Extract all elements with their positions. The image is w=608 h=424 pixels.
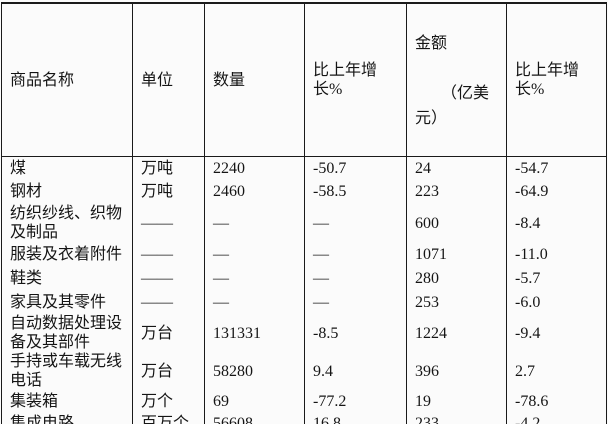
table-row: 服装及衣着附件 —— — — 1071 -11.0	[1, 243, 607, 266]
cell-growth-amount: -9.4	[515, 324, 541, 342]
cell-growth-quantity: -50.7	[304, 156, 407, 180]
cell-growth-amount: -78.6	[515, 392, 549, 410]
cell-amount: 233	[406, 412, 507, 424]
cell-product-name: 集装箱	[1, 390, 133, 412]
cell-growth-quantity: —	[304, 203, 407, 243]
cell-unit: 万吨	[132, 156, 205, 180]
cell-growth-quantity: —	[304, 243, 407, 266]
cell-amount: 600	[406, 203, 507, 243]
cell-growth-quantity: —	[304, 290, 407, 314]
cell-growth-amount: -64.9	[515, 183, 549, 200]
cell-unit: 万台	[132, 352, 205, 390]
cell-amount: 280	[406, 266, 507, 290]
col-header-unit: 单位	[132, 3, 205, 157]
cell-unit: ——	[132, 243, 205, 266]
cell-unit: ——	[132, 203, 205, 243]
table-row: 钢材 万吨 2460 -58.5 223 -64.9	[1, 180, 607, 203]
cell-quantity: 69	[204, 390, 305, 412]
cell-growth-quantity: 9.4	[304, 352, 407, 390]
table-row: 集成电路 百万个 56608 16.8 233 -4.2	[1, 412, 607, 424]
cell-growth-quantity: —	[304, 266, 407, 290]
col-header-product-name: 商品名称	[1, 3, 133, 157]
cell-unit: 百万个	[132, 412, 205, 424]
cell-amount: 253	[406, 290, 507, 314]
cell-growth-quantity: -77.2	[304, 390, 407, 412]
table-row: 家具及其零件 —— — — 253 -6.0	[1, 290, 607, 314]
cell-amount: 19	[406, 390, 507, 412]
cell-growth-amount: -8.4	[515, 214, 541, 232]
col-header-quantity: 数量	[204, 3, 305, 157]
col-header-amount-line1: 金额	[415, 35, 448, 52]
cell-quantity: 2460	[204, 180, 305, 203]
cell-unit: ——	[132, 266, 205, 290]
cell-growth-amount: -4.2	[515, 415, 541, 424]
col-header-growth-quantity: 比上年增 长%	[304, 3, 407, 157]
cell-unit: ——	[132, 290, 205, 314]
cell-quantity: —	[204, 290, 305, 314]
cell-product-name: 家具及其零件	[1, 290, 133, 314]
col-header-amount-line2: （亿美元）	[415, 85, 490, 127]
cell-unit: 万吨	[132, 180, 205, 203]
table-row: 纺织纱线、织物 及制品 —— — — 600 -8.4	[1, 203, 607, 243]
cell-growth-quantity: -8.5	[304, 314, 407, 352]
table-row: 集装箱 万个 69 -77.2 19 -78.6	[1, 390, 607, 412]
col-header-amount: 金额 （亿美元）	[406, 3, 507, 157]
cell-quantity: 56608	[204, 412, 305, 424]
table-row: 手持或车载无线 电话 万台 58280 9.4 396 2.7	[1, 352, 607, 390]
cell-quantity: —	[204, 266, 305, 290]
table-row: 自动数据处理设 备及其部件 万台 131331 -8.5 1224 -9.4	[1, 314, 607, 352]
table-row: 鞋类 —— — — 280 -5.7	[1, 266, 607, 290]
cell-growth-amount: -11.0	[515, 246, 548, 263]
cell-product-name: 自动数据处理设 备及其部件	[1, 314, 133, 352]
cell-product-name: 鞋类	[1, 266, 133, 290]
cell-growth-amount: -5.7	[515, 269, 541, 287]
cell-quantity: —	[204, 243, 305, 266]
cell-growth-amount: -54.7	[515, 160, 549, 177]
table-row: 煤 万吨 2240 -50.7 24 -54.7	[1, 156, 607, 180]
cell-growth-amount: -6.0	[515, 293, 541, 311]
cell-product-name: 集成电路	[1, 412, 133, 424]
col-header-growth-amount: 比上年增 长%	[506, 3, 607, 157]
cell-quantity: 2240	[204, 156, 305, 180]
cell-amount: 1224	[406, 314, 507, 352]
cell-quantity: 58280	[204, 352, 305, 390]
cell-growth-quantity: 16.8	[304, 412, 407, 424]
cell-amount: 223	[406, 180, 507, 203]
cell-quantity: 131331	[204, 314, 305, 352]
cell-product-name: 煤	[1, 156, 133, 180]
cell-product-name: 钢材	[1, 180, 133, 203]
cell-unit: 万台	[132, 314, 205, 352]
cell-quantity: —	[204, 203, 305, 243]
cell-product-name: 手持或车载无线 电话	[1, 352, 133, 390]
cell-unit: 万个	[132, 390, 205, 412]
cell-amount: 396	[406, 352, 507, 390]
cell-product-name: 纺织纱线、织物 及制品	[1, 203, 133, 243]
cell-growth-quantity: -58.5	[304, 180, 407, 203]
cell-amount: 1071	[406, 243, 507, 266]
cell-product-name: 服装及衣着附件	[1, 243, 133, 266]
cell-amount: 24	[406, 156, 507, 180]
cell-growth-amount: 2.7	[515, 362, 535, 380]
header-row: 商品名称 单位 数量 比上年增 长% 金额 （亿美元） 比上年增 长%	[1, 3, 607, 157]
